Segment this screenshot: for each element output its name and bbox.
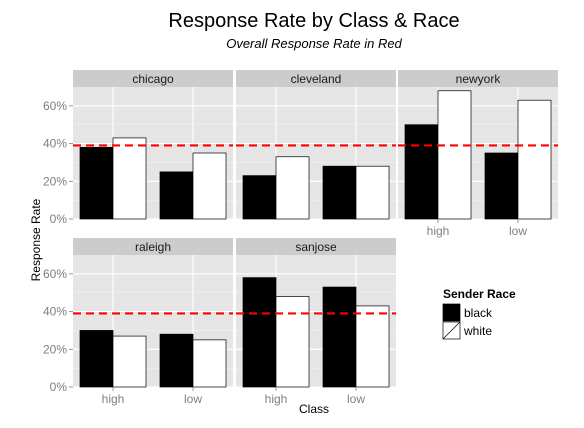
bar-black-low [159, 333, 194, 388]
y-tick-label: 60% [43, 99, 67, 113]
y-axis-title: Response Rate [29, 198, 43, 281]
y-tick-label: 40% [43, 305, 67, 319]
facet-strip [236, 238, 396, 255]
facet-panel-chicago: chicago 0% 20% 40% 60% [43, 70, 233, 226]
bar-white-high [275, 156, 310, 220]
legend: Sender Race black white [442, 287, 516, 340]
facet-strip [236, 70, 396, 87]
chart-subtitle: Overall Response Rate in Red [226, 36, 402, 51]
facet-panel-raleigh: raleigh 0% 20% 40% 60% high low [43, 238, 233, 406]
facet-grid: chicago 0% 20% 40% 60% cleveland newyork high lo… [43, 70, 558, 406]
bar-black-high [79, 146, 114, 220]
x-tick-label: low [509, 224, 527, 238]
bar-black-high [242, 175, 277, 220]
bar-black-low [322, 286, 357, 388]
facet-strip-label: raleigh [135, 240, 171, 254]
x-tick-label: low [184, 392, 202, 406]
bar-black-low [484, 152, 519, 220]
facet-panel-sanjose: sanjose high low [236, 238, 396, 406]
legend-label-black: black [464, 306, 493, 320]
facet-panel-newyork: newyork high low [398, 70, 558, 238]
y-tick-label: 60% [43, 267, 67, 281]
facet-strip-label: sanjose [295, 240, 337, 254]
x-tick-label: high [265, 392, 288, 406]
bar-white-high [275, 296, 310, 388]
y-tick-label: 0% [50, 380, 68, 394]
x-tick-label: high [102, 392, 125, 406]
legend-swatch-black [442, 303, 461, 322]
bar-black-low [159, 171, 194, 220]
facet-strip [398, 70, 558, 87]
bar-black-low [322, 165, 357, 220]
bar-white-low [355, 305, 390, 388]
facet-strip-label: newyork [456, 72, 502, 86]
facet-strip [73, 238, 233, 255]
bar-white-low [192, 339, 227, 388]
y-tick-label: 20% [43, 342, 67, 356]
bar-white-low [192, 152, 227, 220]
bar-black-high [242, 277, 277, 388]
bar-black-high [404, 124, 439, 220]
facet-panel-cleveland: cleveland [236, 70, 396, 220]
x-axis-title: Class [299, 402, 329, 416]
bar-white-high [112, 335, 147, 388]
bar-white-high [112, 137, 147, 220]
x-tick-label: high [427, 224, 450, 238]
y-tick-label: 0% [50, 212, 68, 226]
x-tick-label: low [347, 392, 365, 406]
bar-white-low [517, 99, 552, 220]
bar-white-low [355, 165, 390, 220]
y-tick-label: 20% [43, 174, 67, 188]
facet-strip-label: cleveland [291, 72, 342, 86]
legend-label-white: white [463, 324, 492, 338]
bar-black-high [79, 330, 114, 388]
facet-strip-label: chicago [132, 72, 174, 86]
bar-white-high [437, 90, 472, 220]
facet-strip [73, 70, 233, 87]
chart-title: Response Rate by Class & Race [168, 10, 459, 32]
y-tick-label: 40% [43, 137, 67, 151]
legend-title: Sender Race [443, 287, 516, 301]
legend-swatch-slash [442, 321, 461, 340]
